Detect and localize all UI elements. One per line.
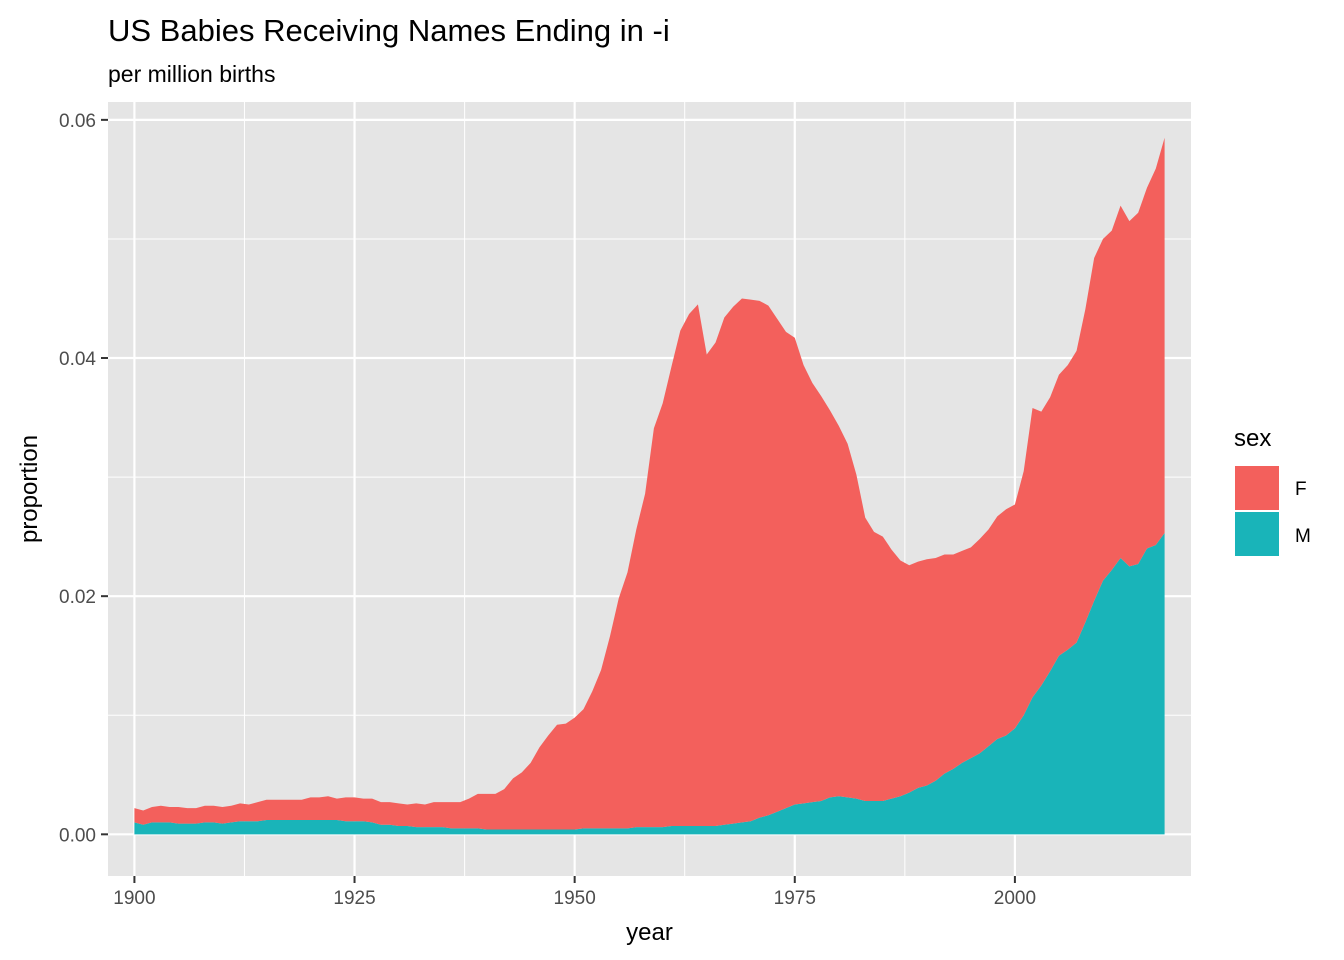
x-tick-label: 2000 — [994, 888, 1036, 909]
x-axis-title: year — [626, 919, 673, 946]
x-tick-label: 1975 — [774, 888, 816, 909]
legend-label-F: F — [1295, 479, 1307, 500]
legend: sex F M — [1234, 425, 1311, 556]
area-layers — [134, 137, 1165, 835]
x-axis: 1900 1925 1950 1975 2000 — [113, 876, 1036, 909]
y-axis-title: proportion — [16, 435, 43, 543]
y-axis: 0.00 0.02 0.04 0.06 — [59, 111, 108, 846]
y-tick-label: 0.04 — [59, 349, 96, 370]
y-tick-label: 0.02 — [59, 587, 96, 608]
x-tick-label: 1950 — [554, 888, 596, 909]
x-tick-label: 1900 — [113, 888, 155, 909]
chart-title: US Babies Receiving Names Ending in -i — [108, 13, 670, 48]
y-tick-label: 0.06 — [59, 111, 96, 132]
x-tick-label: 1925 — [333, 888, 375, 909]
legend-key-F — [1235, 466, 1279, 510]
legend-label-M: M — [1295, 526, 1311, 547]
area-M — [134, 533, 1165, 835]
legend-title: sex — [1234, 425, 1271, 452]
area-F — [134, 137, 1165, 830]
y-tick-label: 0.00 — [59, 825, 96, 846]
legend-key-M — [1235, 512, 1279, 556]
chart-subtitle: per million births — [108, 61, 275, 87]
